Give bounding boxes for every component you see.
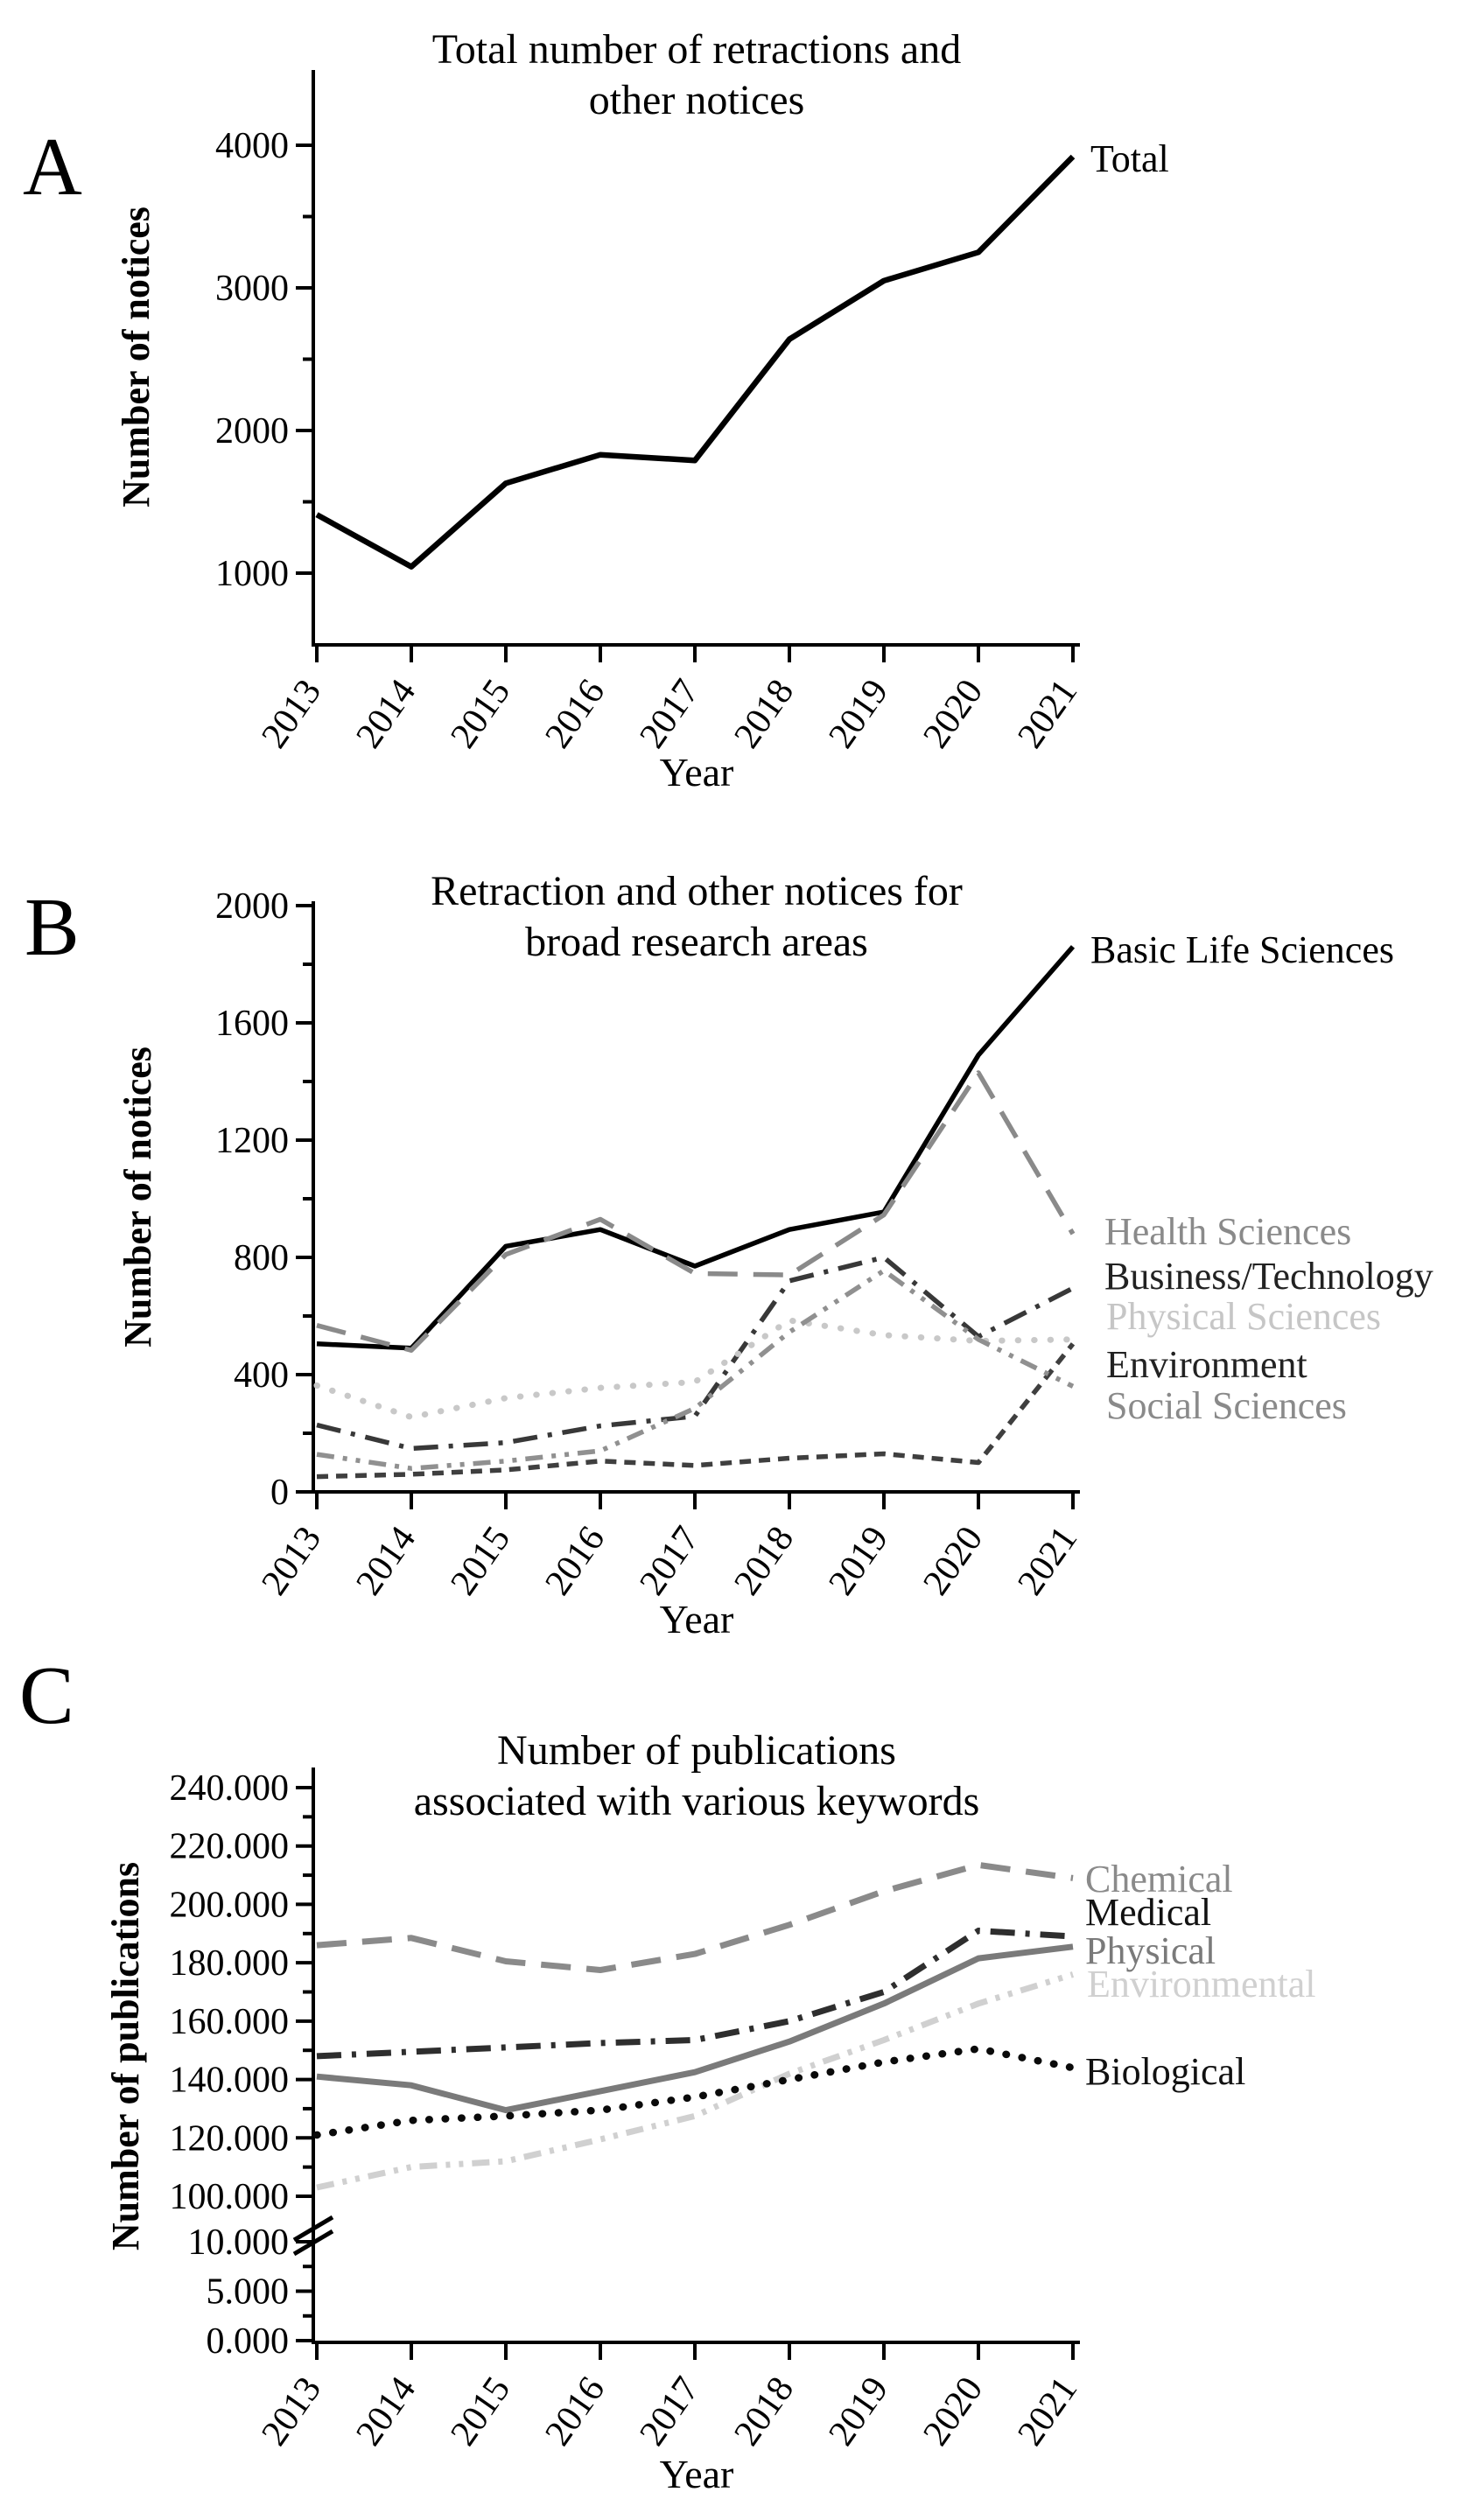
- x-tick-label: 2021: [1010, 672, 1085, 755]
- panel-b-title-line1: Retraction and other notices for: [431, 868, 963, 914]
- y-tick-label: 1600: [215, 1004, 289, 1044]
- y-tick-label: 400: [234, 1355, 289, 1396]
- y-tick-label: 800: [234, 1238, 289, 1278]
- y-tick-label: 4000: [215, 126, 289, 166]
- panel-b-letter: B: [25, 882, 80, 973]
- panel-c-xlabel: Year: [660, 2452, 734, 2496]
- series-label-physical-sciences: Physical Sciences: [1106, 1295, 1381, 1338]
- x-tick-label: 2016: [537, 672, 613, 755]
- x-tick-label: 2021: [1010, 2370, 1085, 2453]
- y-tick-label: 240.000: [170, 1768, 290, 1809]
- x-tick-label: 2019: [821, 2370, 896, 2453]
- y-tick-label: 140.000: [170, 2061, 290, 2101]
- x-tick-label: 2020: [915, 1519, 991, 1602]
- x-tick-label: 2020: [915, 672, 991, 755]
- series-line-environment: [316, 1342, 1076, 1480]
- x-tick-label: 2013: [254, 672, 329, 755]
- series-label-biological: Biological: [1085, 2050, 1245, 2093]
- y-tick-label: 0.000: [207, 2321, 290, 2362]
- y-tick-label: 180.000: [170, 1943, 290, 1984]
- series-label-business-technology: Business/Technology: [1104, 1255, 1433, 1298]
- series-line-health-sciences: [316, 1070, 1076, 1353]
- y-tick-label: 160.000: [170, 2002, 290, 2042]
- panel-b-title-line2: broad research areas: [525, 919, 868, 965]
- series-label-physical: Physical: [1085, 1929, 1216, 1972]
- series-line-medical: [316, 1928, 1074, 2060]
- x-tick-label: 2013: [254, 1519, 329, 1602]
- series-line-biological: [312, 2045, 1077, 2139]
- series-label-health-sciences: Health Sciences: [1104, 1210, 1351, 1253]
- y-tick-label: 1000: [215, 554, 289, 594]
- x-tick-label: 2016: [537, 2370, 613, 2453]
- series-label-chemical: Chemical: [1085, 1858, 1233, 1900]
- series-line-business-technology: [316, 1255, 1075, 1452]
- series-line-physical: [316, 1943, 1074, 2114]
- panel-a-xlabel: Year: [660, 750, 734, 794]
- x-tick-label: 2021: [1010, 1519, 1085, 1602]
- panel-b-ylabel: Number of notices: [116, 1046, 159, 1348]
- x-tick-label: 2019: [821, 672, 896, 755]
- x-tick-label: 2017: [632, 2370, 707, 2453]
- panel-b-xlabel: Year: [660, 1597, 734, 1642]
- series-label-environmental: Environmental: [1087, 1963, 1316, 2006]
- y-tick-label: 220.000: [170, 1827, 290, 1867]
- x-tick-label: 2017: [632, 1519, 707, 1602]
- panel-c-title-line1: Number of publications: [497, 1727, 896, 1774]
- x-tick-label: 2015: [443, 1519, 518, 1602]
- x-tick-label: 2020: [915, 2370, 991, 2453]
- series-label-social-sciences: Social Sciences: [1106, 1384, 1347, 1427]
- y-tick-label: 2000: [215, 411, 289, 452]
- x-tick-label: 2018: [726, 672, 802, 755]
- y-tick-label: 120.000: [170, 2118, 290, 2159]
- panel-a-title-line1: Total number of retractions and: [432, 26, 961, 73]
- series-line-chemical: [316, 1861, 1074, 1973]
- panel-a-plot: 1000 2000 3000 4000 2013 2014 2015 2016 2017 2018…: [215, 70, 1169, 756]
- x-tick-label: 2019: [821, 1519, 896, 1602]
- x-tick-label: 2015: [443, 2370, 518, 2453]
- x-tick-label: 2017: [632, 672, 707, 755]
- panel-c-title-line2: associated with various keywords: [414, 1778, 980, 1824]
- y-tick-label: 5.000: [207, 2272, 290, 2313]
- series-label-total: Total: [1090, 137, 1169, 180]
- series-line-social-sciences: [316, 1268, 1075, 1471]
- x-tick-label: 2014: [348, 2370, 424, 2453]
- y-tick-label: 1200: [215, 1121, 289, 1161]
- series-line-basic-life-sciences: [316, 945, 1076, 1351]
- x-tick-label: 2013: [254, 2370, 329, 2453]
- x-tick-label: 2015: [443, 672, 518, 755]
- y-tick-label: 100.000: [170, 2177, 290, 2217]
- x-tick-label: 2014: [348, 672, 424, 755]
- y-tick-label: 200.000: [170, 1885, 290, 1925]
- series-label-environment: Environment: [1106, 1343, 1307, 1386]
- panel-a-letter: A: [23, 122, 82, 213]
- panel-c-plot: 0.000 5.000 10.000 100.000 120.000 140.000 160…: [170, 1768, 1316, 2454]
- x-tick-label: 2016: [537, 1519, 613, 1602]
- series-label-basic-life-sciences: Basic Life Sciences: [1090, 928, 1394, 971]
- panel-a-title-line2: other notices: [589, 77, 805, 123]
- x-tick-label: 2014: [348, 1519, 424, 1602]
- series-label-medical: Medical: [1085, 1891, 1211, 1934]
- panel-c-ylabel: Number of publications: [104, 1862, 147, 2250]
- y-tick-label: 0: [270, 1473, 289, 1513]
- y-tick-label: 3000: [215, 269, 289, 309]
- y-tick-label: 10.000: [188, 2222, 290, 2263]
- y-tick-label: 2000: [215, 886, 289, 927]
- panel-c-letter: C: [19, 1650, 74, 1741]
- x-tick-label: 2018: [726, 2370, 802, 2453]
- axis-break-slash: [292, 2229, 334, 2257]
- panel-b-plot: 0 400 800 1200 1600 2000 2013 2014 2015 2016 2017 2…: [215, 886, 1433, 1603]
- panel-a-ylabel: Number of notices: [115, 206, 158, 508]
- x-tick-label: 2018: [726, 1519, 802, 1602]
- series-line-total: [315, 154, 1076, 570]
- axis-break-slash: [292, 2215, 334, 2243]
- series-line-environmental: [316, 1971, 1075, 2191]
- series-line-physical-sciences: [313, 1317, 1076, 1421]
